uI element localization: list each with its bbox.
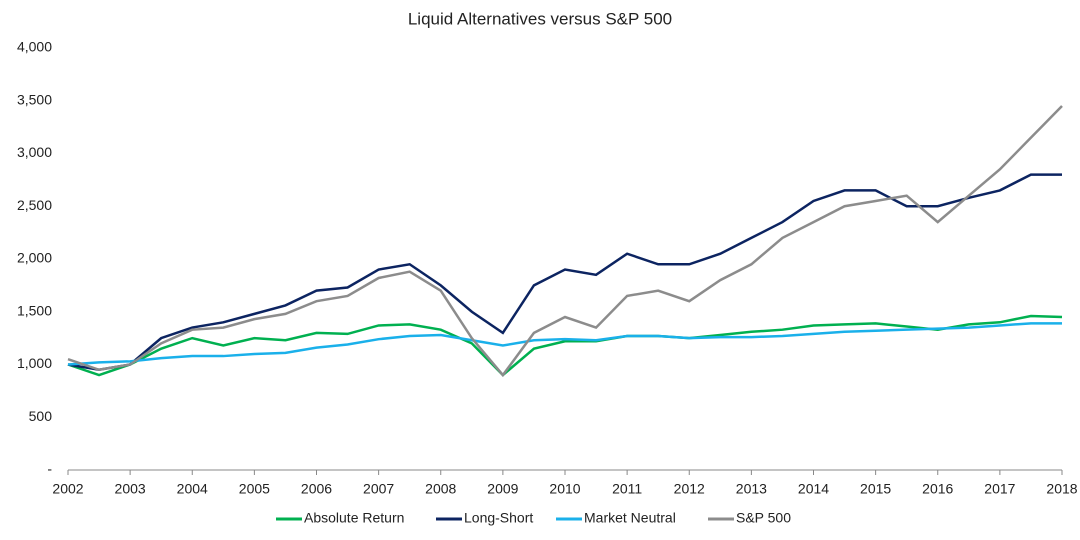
y-tick-label: 2,000 bbox=[17, 250, 52, 266]
x-tick-label: 2003 bbox=[115, 481, 146, 497]
y-tick-label: 3,000 bbox=[17, 144, 52, 160]
y-tick-label: 1,500 bbox=[17, 302, 52, 318]
legend-label: Absolute Return bbox=[304, 510, 404, 526]
series-line bbox=[67, 173, 1062, 372]
x-tick-label: 2017 bbox=[984, 481, 1015, 497]
x-tick-label: 2007 bbox=[363, 481, 394, 497]
legend-label: Market Neutral bbox=[584, 510, 676, 526]
legend-label: Long-Short bbox=[464, 510, 533, 526]
y-tick-label: 4,000 bbox=[17, 39, 52, 55]
series-line bbox=[67, 105, 1063, 378]
x-tick-label: 2005 bbox=[239, 481, 270, 497]
x-tick-label: 2002 bbox=[52, 481, 83, 497]
y-tick-label: 3,500 bbox=[17, 91, 52, 107]
legend-label: S&P 500 bbox=[736, 510, 791, 526]
y-tick-label: - bbox=[47, 461, 52, 477]
x-tick-label: 2006 bbox=[301, 481, 332, 497]
chart-title: Liquid Alternatives versus S&P 500 bbox=[408, 9, 672, 28]
x-tick-label: 2018 bbox=[1046, 481, 1077, 497]
x-tick-label: 2015 bbox=[860, 481, 891, 497]
series-line bbox=[67, 322, 1062, 366]
y-tick-label: 1,000 bbox=[17, 355, 52, 371]
x-tick-label: 2008 bbox=[425, 481, 456, 497]
x-tick-label: 2011 bbox=[612, 481, 642, 497]
x-tick-label: 2014 bbox=[798, 481, 829, 497]
x-tick-label: 2012 bbox=[674, 481, 705, 497]
x-tick-label: 2013 bbox=[736, 481, 767, 497]
x-tick-label: 2016 bbox=[922, 481, 953, 497]
x-tick-label: 2009 bbox=[487, 481, 518, 497]
x-tick-label: 2004 bbox=[177, 481, 208, 497]
y-tick-label: 2,500 bbox=[17, 197, 52, 213]
series-line bbox=[67, 314, 1063, 377]
x-tick-label: 2010 bbox=[549, 481, 580, 497]
y-tick-label: 500 bbox=[29, 408, 53, 424]
